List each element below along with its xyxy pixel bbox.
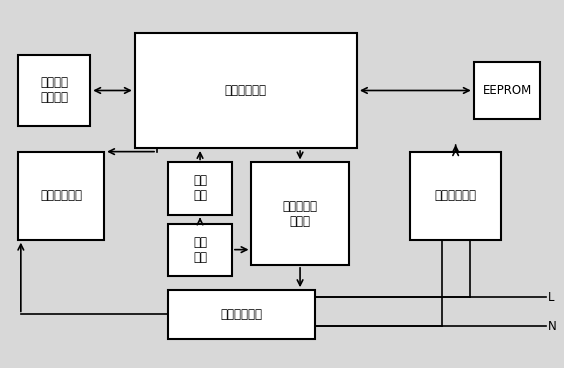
Bar <box>135 33 357 148</box>
Bar <box>168 224 232 276</box>
Text: 过零检测电路: 过零检测电路 <box>435 189 477 202</box>
Bar <box>252 162 349 265</box>
Bar <box>410 152 501 240</box>
Text: L: L <box>548 291 554 304</box>
Bar <box>18 152 104 240</box>
Text: 接口电路
及指示灯: 接口电路 及指示灯 <box>40 77 68 105</box>
Text: 接收滤波电路: 接收滤波电路 <box>40 189 82 202</box>
Bar <box>168 162 232 215</box>
Text: EEPROM: EEPROM <box>482 84 532 97</box>
Text: N: N <box>548 319 556 333</box>
Text: 电源
电路: 电源 电路 <box>193 174 207 202</box>
Bar <box>18 54 90 127</box>
Text: 限流
电路: 限流 电路 <box>193 236 207 263</box>
Text: 载波控制芯片: 载波控制芯片 <box>225 84 267 97</box>
Text: 信号放大滤
波电路: 信号放大滤 波电路 <box>283 200 318 228</box>
Bar <box>474 62 540 119</box>
Bar <box>168 290 315 339</box>
Text: 信号耦合电路: 信号耦合电路 <box>221 308 263 321</box>
